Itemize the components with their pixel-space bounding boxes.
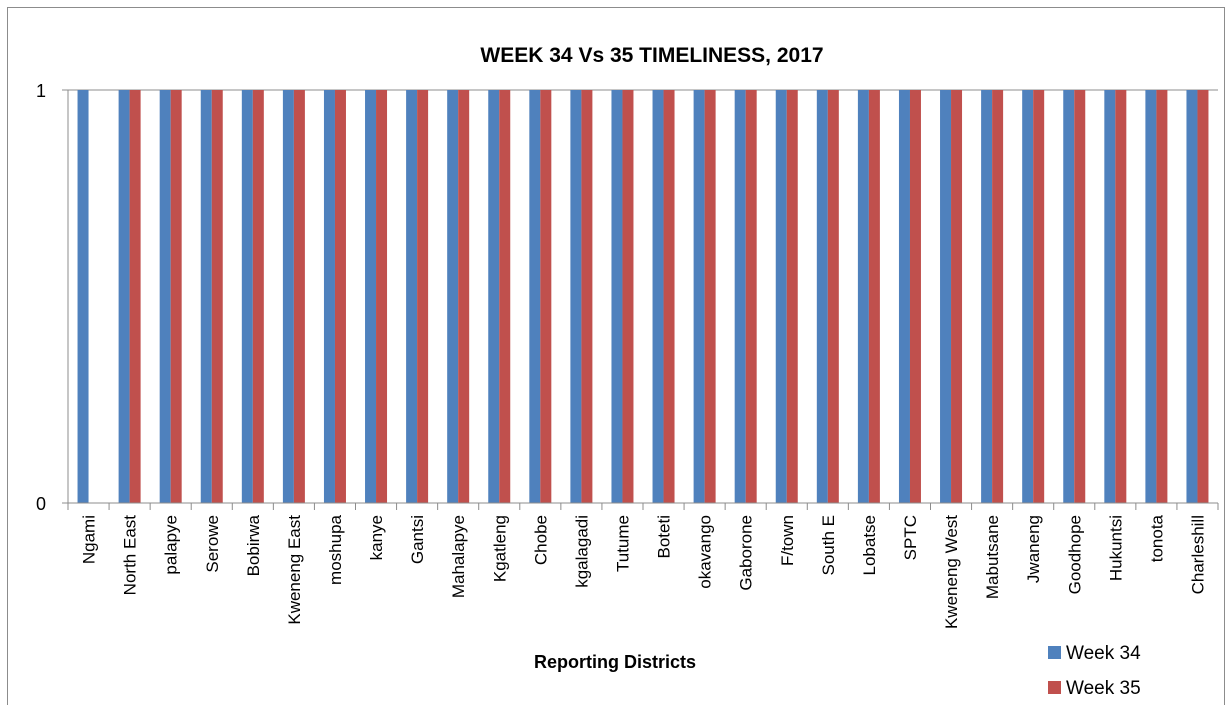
x-tick-label: Mabutsane xyxy=(983,515,1002,599)
bar-week-35 xyxy=(1156,90,1168,503)
bar-week-34 xyxy=(200,90,212,503)
bar-week-35 xyxy=(376,90,388,503)
bar-week-35 xyxy=(786,90,798,503)
bar-week-34 xyxy=(1145,90,1157,503)
x-tick-label: SPTC xyxy=(901,515,920,560)
bar-week-34 xyxy=(1186,90,1198,503)
x-tick-label: Bobirwa xyxy=(244,514,263,576)
bar-week-34 xyxy=(77,90,89,503)
x-tick-label: Mahalapye xyxy=(449,515,468,598)
bar-week-35 xyxy=(1197,90,1209,503)
bar-week-34 xyxy=(652,90,664,503)
bar-week-35 xyxy=(211,90,223,503)
bar-week-34 xyxy=(365,90,377,503)
bar-week-34 xyxy=(775,90,787,503)
bar-week-34 xyxy=(611,90,623,503)
bar-week-34 xyxy=(1022,90,1034,503)
bar-week-34 xyxy=(1104,90,1116,503)
bar-week-35 xyxy=(293,90,305,503)
bar-week-35 xyxy=(992,90,1004,503)
bar-week-35 xyxy=(663,90,675,503)
bar-week-35 xyxy=(868,90,880,503)
bar-week-34 xyxy=(857,90,869,503)
bar-week-34 xyxy=(570,90,582,503)
bar-week-35 xyxy=(704,90,716,503)
x-tick-label: Jwaneng xyxy=(1024,515,1043,583)
bar-week-35 xyxy=(951,90,963,503)
x-tick-label: kanye xyxy=(367,515,386,560)
bar-week-34 xyxy=(447,90,459,503)
bar-week-35 xyxy=(909,90,921,503)
x-tick-label: Hukuntsi xyxy=(1106,515,1125,581)
bar-week-34 xyxy=(241,90,253,503)
legend-label: Week 35 xyxy=(1066,678,1141,699)
bar-week-35 xyxy=(499,90,511,503)
bar-week-34 xyxy=(816,90,828,503)
x-tick-label: North East xyxy=(121,515,140,596)
bar-week-34 xyxy=(940,90,952,503)
bar-week-34 xyxy=(282,90,294,503)
x-tick-label: Kgatleng xyxy=(490,515,509,582)
y-tick-label: 0 xyxy=(36,494,46,514)
y-tick-labels: 01 xyxy=(36,81,46,514)
bar-week-34 xyxy=(323,90,335,503)
bar-week-35 xyxy=(1074,90,1086,503)
bar-week-35 xyxy=(1033,90,1045,503)
bar-week-35 xyxy=(1115,90,1127,503)
legend-swatch xyxy=(1048,646,1061,659)
x-tick-label: Ngami xyxy=(80,515,99,564)
bar-week-35 xyxy=(622,90,634,503)
bar-week-35 xyxy=(417,90,429,503)
bar-week-35 xyxy=(170,90,182,503)
bar-week-35 xyxy=(745,90,757,503)
x-tick-label: Gaborone xyxy=(737,515,756,591)
x-tick-label: okavango xyxy=(696,515,715,589)
x-tick-label: tonota xyxy=(1147,514,1166,562)
x-tick-label: moshupa xyxy=(326,514,345,584)
x-tick-label: kgalagadi xyxy=(572,515,591,588)
bar-week-34 xyxy=(118,90,130,503)
bar-week-34 xyxy=(981,90,993,503)
bar-week-35 xyxy=(129,90,141,503)
y-tick-label: 1 xyxy=(36,81,46,101)
bar-week-34 xyxy=(1063,90,1075,503)
x-tick-label: palapye xyxy=(162,515,181,575)
bar-week-34 xyxy=(159,90,171,503)
x-tick-label: Chobe xyxy=(531,515,550,565)
chart-frame xyxy=(7,7,1225,705)
x-tick-label: Serowe xyxy=(203,515,222,573)
bar-week-35 xyxy=(540,90,552,503)
x-tick-label: Lobatse xyxy=(860,515,879,576)
bar-week-34 xyxy=(406,90,418,503)
bar-week-34 xyxy=(734,90,746,503)
chart-title: WEEK 34 Vs 35 TIMELINESS, 2017 xyxy=(480,44,823,67)
x-tick-label: F/town xyxy=(778,515,797,566)
bar-week-35 xyxy=(334,90,346,503)
x-tick-label: Goodhope xyxy=(1065,515,1084,594)
legend-swatch xyxy=(1048,681,1061,694)
x-tick-label: Kweneng East xyxy=(285,515,304,625)
bar-week-34 xyxy=(693,90,705,503)
x-tick-label: Gantsi xyxy=(408,515,427,564)
legend-label: Week 34 xyxy=(1066,643,1141,664)
bar-week-35 xyxy=(458,90,470,503)
legend: Week 34 Week 35 xyxy=(1048,643,1141,699)
bar-week-34 xyxy=(488,90,500,503)
x-axis-title: Reporting Districts xyxy=(534,652,696,672)
x-tick-labels: Ngami North East palapye Serowe Bobirwa Kwene… xyxy=(67,503,1219,629)
bar-week-35 xyxy=(581,90,593,503)
x-tick-label: South E xyxy=(819,515,838,576)
bar-week-35 xyxy=(827,90,839,503)
bar-week-35 xyxy=(252,90,264,503)
x-tick-label: Charleshill xyxy=(1188,515,1207,594)
gridlines xyxy=(62,89,1218,504)
x-tick-label: Kweneng West xyxy=(942,515,961,629)
bar-week-34 xyxy=(898,90,910,503)
x-tick-label: Boteti xyxy=(655,515,674,558)
bar-week-34 xyxy=(529,90,541,503)
x-tick-label: Tutume xyxy=(613,515,632,572)
bars xyxy=(77,90,1209,503)
